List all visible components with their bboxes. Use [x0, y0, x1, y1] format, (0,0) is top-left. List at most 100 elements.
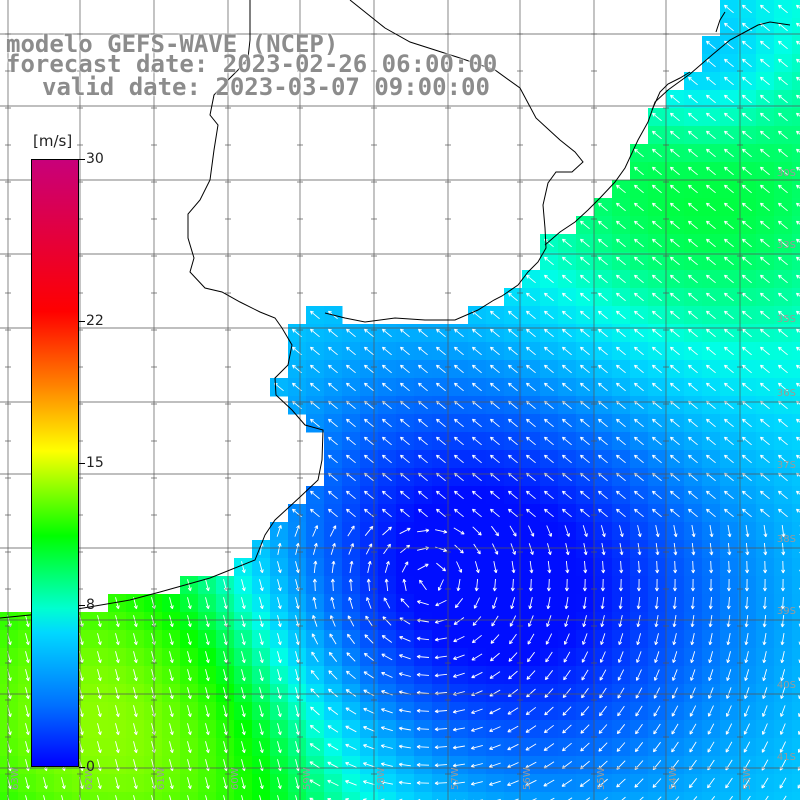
wind-arrow [723, 328, 734, 338]
wind-arrow [781, 542, 786, 556]
wind-arrow [765, 795, 769, 800]
wind-arrow [582, 615, 587, 628]
wind-arrow [543, 292, 554, 302]
wind-arrow [723, 58, 734, 68]
wind-arrow [115, 597, 120, 610]
wind-arrow [729, 795, 733, 800]
wind-arrow [741, 256, 752, 266]
wind-arrow [579, 508, 590, 518]
wind-arrow [669, 346, 680, 356]
wind-arrow [327, 364, 338, 374]
wind-arrow [726, 578, 731, 592]
wind-arrow [277, 542, 282, 555]
wind-arrow [492, 578, 497, 592]
wind-arrow [759, 436, 770, 446]
wind-arrow [723, 166, 734, 176]
wind-arrow [133, 741, 138, 754]
wind-arrow [616, 778, 626, 788]
wind-arrow [705, 166, 716, 176]
wind-arrow [205, 777, 210, 790]
wind-arrow [488, 780, 501, 786]
wind-arrow [241, 795, 244, 800]
wind-arrow [708, 615, 713, 628]
wind-arrow [471, 708, 483, 714]
speed-cell [792, 576, 800, 595]
wind-arrow [507, 725, 519, 733]
wind-arrow [615, 418, 626, 428]
wind-arrow [507, 780, 519, 787]
wind-arrow [726, 669, 732, 682]
wind-arrow [741, 508, 752, 518]
wind-arrow [723, 490, 734, 500]
speed-cell [792, 432, 800, 451]
wind-arrow [759, 292, 770, 302]
wind-arrow [669, 418, 680, 428]
wind-arrow [723, 508, 734, 518]
wind-arrow [277, 669, 282, 682]
wind-arrow [381, 436, 392, 446]
wind-arrow [759, 202, 770, 212]
lat-label: 38S [777, 534, 796, 545]
wind-arrow [381, 635, 393, 643]
wind-arrow [489, 328, 500, 338]
wind-arrow [743, 723, 751, 735]
wind-arrow [777, 490, 788, 500]
wind-arrow [345, 454, 356, 464]
speed-cell [378, 792, 397, 800]
wind-arrow [777, 58, 788, 68]
wind-arrow [345, 328, 356, 338]
wind-arrow [363, 328, 374, 338]
wind-arrow [705, 490, 716, 500]
wind-arrow [169, 615, 174, 628]
wind-arrow [543, 364, 554, 374]
wind-arrow [615, 346, 626, 356]
wind-arrow [330, 578, 335, 592]
speed-cell [792, 504, 800, 523]
wind-arrow [759, 346, 770, 356]
wind-arrow [402, 578, 407, 591]
wind-arrow [579, 220, 590, 230]
wind-arrow [687, 112, 698, 122]
wind-arrow [707, 723, 715, 735]
wind-arrow [453, 635, 465, 643]
speed-cell [792, 702, 800, 721]
wind-arrow [723, 184, 734, 194]
speed-cell [450, 792, 469, 800]
wind-arrow [600, 578, 605, 592]
coastline [0, 0, 791, 619]
wind-arrow [633, 310, 644, 320]
wind-arrow [295, 777, 300, 790]
wind-arrow [453, 418, 464, 428]
wind-arrow [452, 763, 465, 768]
wind-arrow [115, 615, 120, 628]
wind-arrow [723, 238, 734, 248]
wind-arrow [453, 527, 465, 535]
wind-arrow [416, 708, 430, 713]
speed-cell [792, 450, 800, 469]
wind-arrow [259, 633, 264, 646]
wind-arrow [205, 687, 210, 700]
wind-arrow [543, 743, 555, 751]
wind-arrow [599, 669, 607, 681]
wind-arrow [328, 651, 338, 662]
wind-arrow [489, 454, 500, 464]
wind-arrow [777, 76, 788, 86]
model-title: modelo GEFS-WAVE (NCEP) [6, 30, 339, 58]
wind-arrow [546, 578, 551, 592]
wind-arrow [726, 615, 731, 628]
lon-label: 60W [230, 767, 241, 790]
wind-arrow [25, 651, 30, 664]
wind-arrow [744, 651, 749, 664]
wind-arrow [580, 706, 590, 717]
speed-cell [666, 792, 685, 800]
wind-arrow [97, 615, 102, 628]
wind-arrow [687, 490, 698, 500]
wind-arrow [687, 292, 698, 302]
lon-label: 54W [668, 767, 679, 790]
wind-arrow [759, 184, 770, 194]
speed-cell [576, 792, 595, 800]
wind-arrow [795, 202, 800, 207]
wind-arrow [759, 382, 770, 392]
wind-arrow [434, 745, 448, 750]
wind-arrow [311, 651, 319, 663]
